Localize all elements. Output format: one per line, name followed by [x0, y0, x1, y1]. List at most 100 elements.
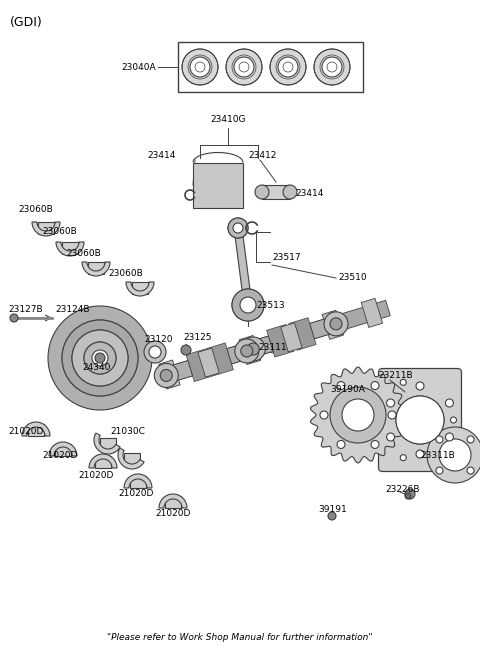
FancyBboxPatch shape [379, 369, 461, 472]
Text: 21020D: 21020D [155, 510, 191, 518]
Text: 23111: 23111 [258, 344, 287, 352]
Circle shape [386, 433, 395, 441]
Text: 23311B: 23311B [420, 451, 455, 459]
Circle shape [234, 57, 254, 77]
Circle shape [320, 411, 328, 419]
Circle shape [247, 343, 259, 355]
Circle shape [396, 396, 444, 444]
Circle shape [436, 436, 443, 443]
Text: 23414: 23414 [295, 188, 324, 197]
Text: 23414: 23414 [148, 150, 176, 159]
Polygon shape [56, 242, 84, 256]
Circle shape [278, 57, 298, 77]
Circle shape [84, 342, 116, 374]
Circle shape [72, 330, 128, 386]
Polygon shape [32, 222, 60, 236]
Polygon shape [186, 349, 214, 382]
Text: 23060B: 23060B [108, 270, 143, 279]
Bar [124, 453, 140, 465]
Circle shape [467, 467, 474, 474]
Text: 23120: 23120 [144, 335, 172, 344]
Text: 23060B: 23060B [18, 205, 53, 215]
Polygon shape [22, 422, 50, 436]
Text: 21020D: 21020D [78, 470, 113, 480]
Text: 39191: 39191 [318, 506, 347, 514]
Text: 39190A: 39190A [330, 386, 365, 394]
Text: 23412: 23412 [248, 150, 276, 159]
Bar [132, 282, 148, 294]
Circle shape [416, 382, 424, 390]
Text: 23060B: 23060B [66, 249, 101, 258]
Text: 23410G: 23410G [210, 115, 246, 125]
Circle shape [48, 306, 152, 410]
Circle shape [62, 320, 138, 396]
Bar [88, 262, 104, 274]
Text: 23510: 23510 [338, 274, 367, 283]
Text: 23211B: 23211B [378, 371, 413, 380]
Circle shape [240, 297, 256, 313]
Text: 24340: 24340 [82, 363, 110, 373]
Bar [55, 444, 71, 456]
Polygon shape [118, 448, 144, 469]
Text: 21020D: 21020D [118, 489, 154, 499]
Circle shape [228, 218, 248, 238]
Circle shape [226, 49, 262, 85]
Circle shape [388, 411, 396, 419]
Bar [178, 42, 363, 92]
Circle shape [337, 382, 345, 390]
Circle shape [72, 330, 128, 386]
Polygon shape [159, 360, 180, 389]
Polygon shape [227, 341, 255, 364]
Polygon shape [156, 300, 390, 386]
Text: 23517: 23517 [272, 253, 300, 262]
Bar [95, 456, 111, 468]
Circle shape [244, 308, 252, 316]
Circle shape [283, 185, 297, 199]
Circle shape [255, 185, 269, 199]
Circle shape [386, 399, 395, 407]
Bar [62, 242, 78, 254]
Circle shape [314, 49, 350, 85]
Text: 21030C: 21030C [110, 428, 145, 436]
Polygon shape [281, 323, 302, 352]
Polygon shape [198, 348, 219, 377]
Text: 23124B: 23124B [55, 306, 89, 314]
Bar [100, 438, 116, 450]
Circle shape [416, 450, 424, 458]
Bar [165, 496, 181, 508]
Circle shape [322, 57, 342, 77]
Circle shape [62, 320, 138, 396]
Text: 23513: 23513 [256, 302, 285, 310]
Polygon shape [49, 442, 77, 456]
Circle shape [342, 399, 374, 431]
Circle shape [328, 512, 336, 520]
Bar [38, 222, 54, 234]
Circle shape [371, 440, 379, 449]
Circle shape [467, 436, 474, 443]
Circle shape [405, 489, 415, 499]
Polygon shape [89, 454, 117, 468]
Circle shape [235, 339, 259, 363]
Circle shape [154, 363, 178, 388]
Circle shape [330, 387, 386, 443]
Polygon shape [126, 282, 154, 296]
Polygon shape [361, 298, 383, 327]
Text: 23060B: 23060B [42, 228, 77, 237]
Polygon shape [310, 316, 338, 338]
Circle shape [445, 399, 454, 407]
Circle shape [451, 417, 456, 423]
Circle shape [241, 337, 265, 361]
Circle shape [436, 467, 443, 474]
Circle shape [232, 289, 264, 321]
Circle shape [232, 289, 264, 321]
Text: (GDI): (GDI) [10, 16, 43, 29]
Text: 23226B: 23226B [385, 485, 420, 495]
Polygon shape [82, 262, 110, 276]
Circle shape [400, 379, 406, 385]
Polygon shape [94, 433, 120, 454]
Bar [28, 424, 44, 436]
Bar [262, 185, 290, 199]
Circle shape [181, 345, 191, 355]
Polygon shape [234, 228, 252, 305]
Circle shape [427, 427, 480, 483]
